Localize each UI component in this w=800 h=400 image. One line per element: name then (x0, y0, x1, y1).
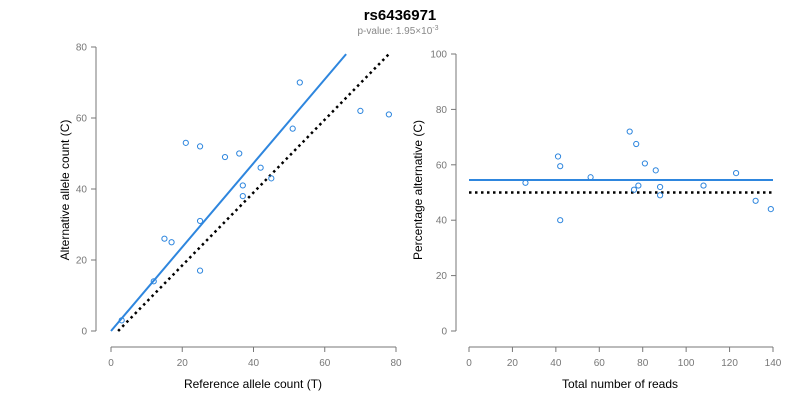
x-axis-label: Reference allele count (T) (184, 377, 322, 391)
x-tick-label: 20 (177, 358, 189, 369)
data-point (557, 217, 564, 224)
x-tick-label: 100 (678, 358, 695, 369)
y-tick-label: 20 (76, 256, 88, 267)
x-tick-label: 80 (390, 358, 402, 369)
y-axis-label: Percentage alternative (C) (411, 120, 425, 260)
data-point (700, 182, 707, 189)
data-point (118, 317, 125, 324)
data-point (656, 183, 664, 191)
chart-subtitle: p-value: 1.95×10-3 (357, 25, 438, 37)
data-point (357, 107, 364, 115)
fit-line (110, 53, 347, 332)
data-point (239, 193, 246, 200)
data-point (385, 111, 392, 118)
percentage-scatter-panel: Total number of reads Percentage alterna… (411, 50, 782, 392)
data-point (289, 125, 296, 132)
data-point (656, 192, 664, 199)
data-point (150, 278, 157, 285)
data-point (221, 153, 229, 161)
data-point (196, 267, 204, 274)
data-point (257, 164, 264, 171)
y-tick-label: 40 (436, 216, 448, 227)
x-tick-label: 60 (319, 358, 331, 369)
y-tick-label: 60 (76, 114, 88, 125)
data-point (554, 153, 562, 160)
chart-title: rs6436971 (364, 7, 437, 24)
pvalue-exponent: -3 (432, 25, 438, 32)
x-tick-label: 120 (721, 358, 738, 369)
data-point (239, 182, 246, 189)
data-point (161, 235, 168, 242)
y-axis-label: Alternative allele count (C) (58, 120, 72, 261)
data-point (630, 186, 638, 193)
y-tick-label: 60 (436, 160, 448, 171)
y-tick-label: 40 (76, 185, 88, 196)
data-point (752, 197, 759, 204)
x-tick-label: 0 (466, 358, 472, 369)
data-point (626, 128, 633, 135)
data-point (168, 239, 175, 246)
x-tick-label: 60 (594, 358, 606, 369)
pvalue-text: p-value: 1.95×10 (357, 26, 432, 37)
y-tick-label: 80 (76, 43, 88, 54)
data-point (652, 167, 659, 174)
data-point (296, 79, 303, 86)
data-point (557, 163, 564, 170)
data-point (268, 175, 275, 182)
x-tick-label: 80 (637, 358, 649, 369)
data-point (522, 179, 529, 186)
y-tick-label: 100 (430, 50, 447, 61)
allele-count-scatter-panel: Reference allele count (T) Alternative a… (58, 43, 402, 392)
data-point (196, 143, 204, 150)
data-point (767, 206, 774, 213)
x-tick-label: 20 (507, 358, 519, 369)
data-point (587, 174, 594, 181)
x-tick-label: 40 (550, 358, 562, 369)
x-tick-label: 40 (248, 358, 260, 369)
data-point (182, 139, 189, 146)
x-tick-label: 0 (108, 358, 114, 369)
data-point (236, 150, 243, 157)
expected-ratio-line (117, 53, 390, 332)
data-point (635, 182, 642, 189)
data-point (641, 160, 648, 167)
data-point (633, 140, 640, 148)
y-tick-label: 0 (81, 327, 87, 338)
y-tick-label: 20 (436, 271, 448, 282)
x-axis-label: Total number of reads (562, 377, 678, 391)
data-point (732, 170, 740, 177)
x-tick-label: 140 (765, 358, 782, 369)
data-point (196, 217, 204, 225)
y-tick-label: 80 (436, 105, 448, 116)
y-tick-label: 0 (441, 327, 447, 338)
